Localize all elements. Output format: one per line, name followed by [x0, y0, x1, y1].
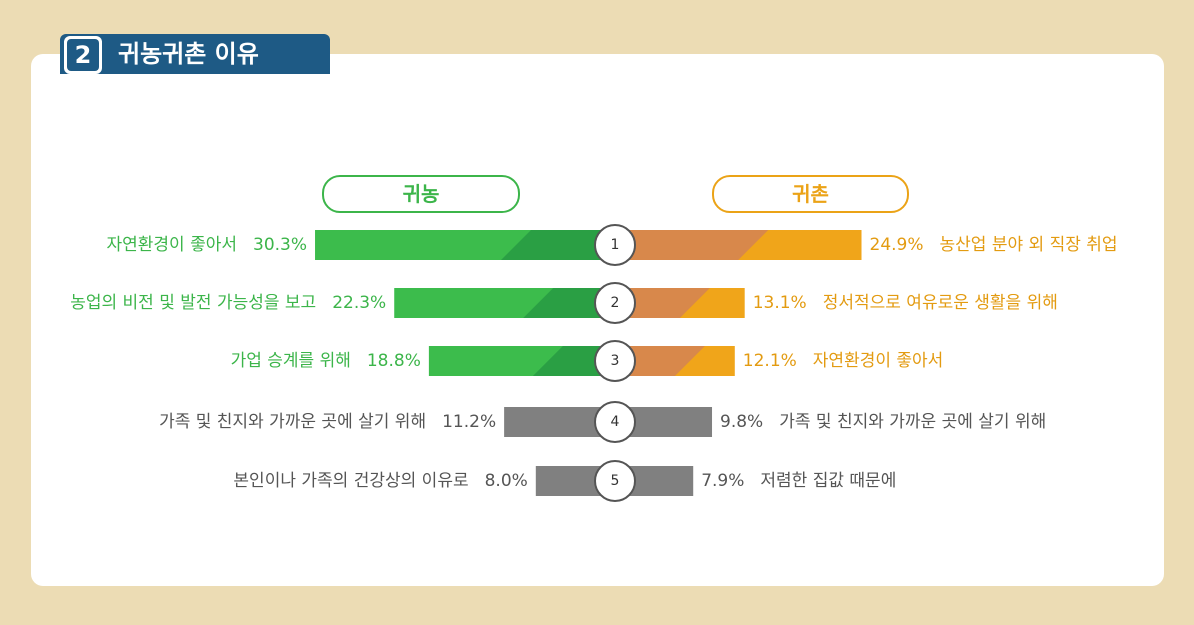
rank-circle-1 — [594, 224, 636, 266]
title-number-badge: 2 — [64, 36, 102, 74]
right-category-label: 가족 및 친지와 가까운 곳에 살기 위해 — [779, 412, 1046, 432]
rank-circle-5 — [594, 460, 636, 502]
page-title: 귀농귀촌 이유 — [118, 40, 259, 68]
left-value-label: 22.3% — [332, 293, 386, 313]
left-category-label: 가업 승계를 위해 — [231, 351, 351, 371]
title-number: 2 — [67, 39, 99, 71]
right-value-label: 9.8% — [720, 412, 763, 432]
left-value-label: 8.0% — [485, 471, 528, 491]
bar-right-shade-2 — [615, 288, 710, 318]
rank-label: 1 — [611, 237, 620, 253]
bar-left-shade-1 — [501, 230, 615, 260]
legend-pill-left: 귀농 — [322, 175, 520, 213]
rank-label: 2 — [611, 295, 620, 311]
right-value-label: 24.9% — [870, 235, 924, 255]
content-card — [31, 54, 1164, 586]
left-category-label: 자연환경이 좋아서 — [106, 235, 237, 255]
right-value-label: 13.1% — [753, 293, 807, 313]
rank-label: 4 — [611, 414, 620, 430]
right-category-label: 농산업 분야 외 직장 취업 — [940, 235, 1118, 255]
left-value-label: 30.3% — [253, 235, 307, 255]
rank-circle-3 — [594, 340, 636, 382]
right-value-label: 12.1% — [743, 351, 797, 371]
rank-circle-2 — [594, 282, 636, 324]
left-category-label: 가족 및 친지와 가까운 곳에 살기 위해 — [159, 412, 426, 432]
right-value-label: 7.9% — [701, 471, 744, 491]
left-value-label: 18.8% — [367, 351, 421, 371]
legend-pill-right: 귀촌 — [712, 175, 909, 213]
bar-left-shade-3 — [532, 346, 615, 376]
bar-right-shade-3 — [615, 346, 705, 376]
left-category-label: 농업의 비전 및 발전 가능성을 보고 — [70, 293, 316, 313]
bar-right-shade-1 — [615, 230, 769, 260]
rank-label: 5 — [611, 473, 620, 489]
right-category-label: 자연환경이 좋아서 — [813, 351, 944, 371]
rank-circle-4 — [594, 401, 636, 443]
title-tab — [60, 34, 330, 74]
rank-label: 3 — [611, 353, 620, 369]
bar-left-shade-2 — [523, 288, 615, 318]
left-category-label: 본인이나 가족의 건강상의 이유로 — [233, 471, 468, 491]
left-value-label: 11.2% — [442, 412, 496, 432]
right-category-label: 정서적으로 여유로운 생활을 위해 — [823, 293, 1058, 313]
right-category-label: 저렴한 집값 때문에 — [760, 471, 896, 491]
